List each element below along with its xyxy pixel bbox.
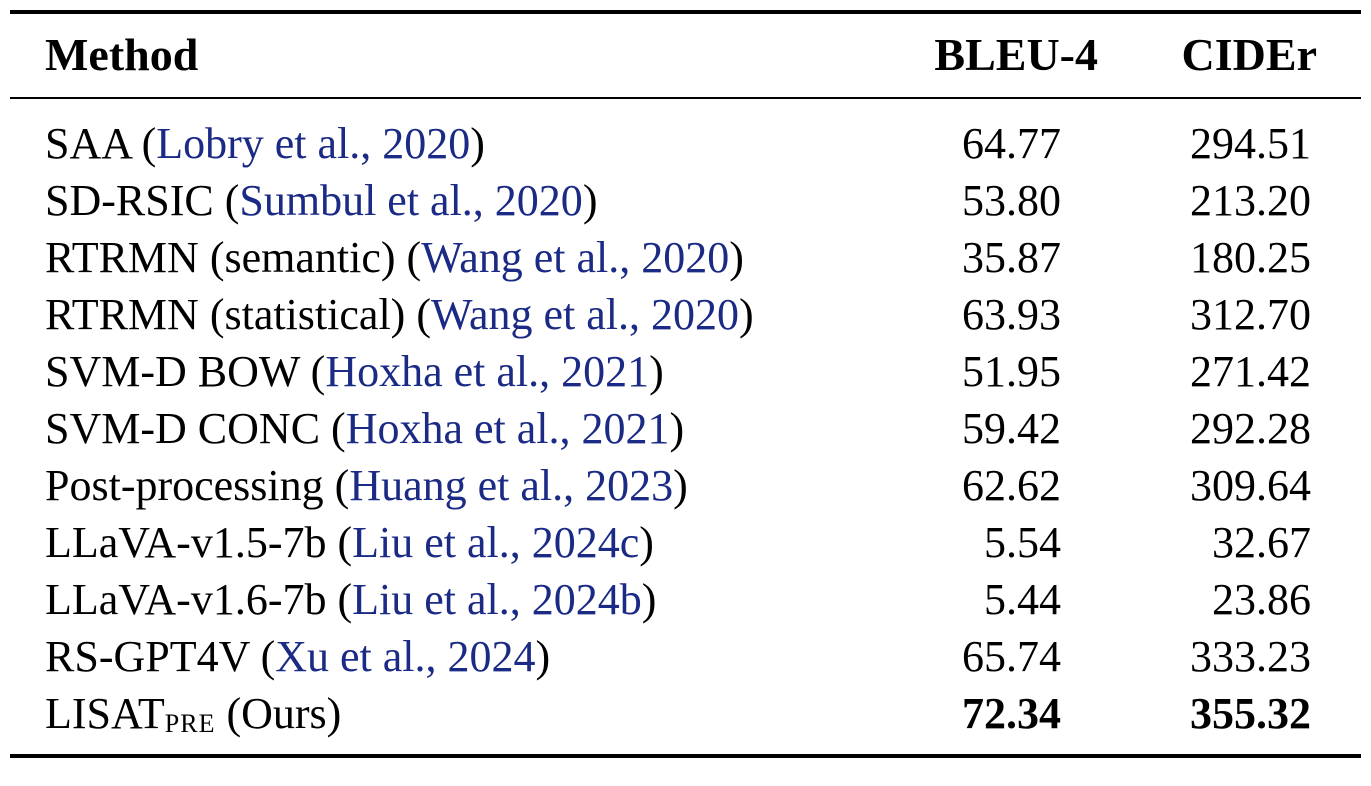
- method-name: SD-RSIC: [45, 176, 214, 225]
- table-row-ours: LISATPRE (Ours) 72.34 355.32: [0, 685, 1371, 742]
- table-row: SD-RSIC (Sumbul et al., 2020) 53.80 213.20: [0, 172, 1371, 229]
- bleu4-cell: 59.42: [962, 404, 1061, 453]
- table-row: LLaVA-v1.5-7b (Liu et al., 2024c) 5.54 32.…: [0, 514, 1371, 571]
- table-row: Post-processing (Huang et al., 2023) 62.6…: [0, 457, 1371, 514]
- top-rule: [10, 10, 1361, 14]
- method-subscript: PRE: [164, 709, 216, 738]
- cider-cell: 333.23: [1190, 632, 1311, 681]
- method-cell: SVM-D CONC (Hoxha et al., 2021): [45, 404, 685, 453]
- bleu4-cell: 5.44: [984, 575, 1061, 624]
- method-name: RTRMN (statistical): [45, 290, 406, 339]
- method-name: SAA: [45, 119, 131, 168]
- bleu4-cell: 35.87: [962, 233, 1061, 282]
- method-name: LLaVA-v1.5-7b: [45, 518, 327, 567]
- method-name: LLaVA-v1.6-7b: [45, 575, 327, 624]
- table-row: SVM-D BOW (Hoxha et al., 2021) 51.95 271.4…: [0, 343, 1371, 400]
- method-cell: Post-processing (Huang et al., 2023): [45, 461, 688, 510]
- table-row: RTRMN (statistical) (Wang et al., 2020) 6…: [0, 286, 1371, 343]
- method-name: Post-processing: [45, 461, 324, 510]
- cider-cell: 312.70: [1190, 290, 1311, 339]
- method-suffix: (Ours): [226, 689, 342, 738]
- method-cell: LLaVA-v1.6-7b (Liu et al., 2024b): [45, 575, 657, 624]
- header-rule: [10, 97, 1361, 99]
- method-cell: RTRMN (semantic) (Wang et al., 2020): [45, 233, 744, 282]
- bottom-rule: [10, 754, 1361, 758]
- bleu4-cell: 5.54: [984, 518, 1061, 567]
- method-name: SVM-D BOW: [45, 347, 300, 396]
- cider-cell: 294.51: [1190, 119, 1311, 168]
- citation-link[interactable]: Hoxha et al., 2021: [345, 404, 670, 453]
- table-row: RS-GPT4V (Xu et al., 2024) 65.74 333.23: [0, 628, 1371, 685]
- citation-link[interactable]: Wang et al., 2020: [421, 233, 730, 282]
- citation-link[interactable]: Huang et al., 2023: [349, 461, 674, 510]
- citation-link[interactable]: Hoxha et al., 2021: [325, 347, 650, 396]
- table-row: RTRMN (semantic) (Wang et al., 2020) 35.8…: [0, 229, 1371, 286]
- citation-link[interactable]: Liu et al., 2024c: [352, 518, 640, 567]
- method-cell: SVM-D BOW (Hoxha et al., 2021): [45, 347, 664, 396]
- method-cell: LLaVA-v1.5-7b (Liu et al., 2024c): [45, 518, 654, 567]
- table-row: LLaVA-v1.6-7b (Liu et al., 2024b) 5.44 23.…: [0, 571, 1371, 628]
- bleu4-cell: 72.34: [962, 689, 1061, 738]
- header-method: Method: [45, 29, 199, 80]
- cider-cell: 355.32: [1190, 689, 1311, 738]
- method-name: LISAT: [45, 689, 165, 738]
- header-bleu4: BLEU-4: [934, 29, 1098, 80]
- cider-cell: 213.20: [1190, 176, 1311, 225]
- bleu4-cell: 64.77: [962, 119, 1061, 168]
- method-cell: RTRMN (statistical) (Wang et al., 2020): [45, 290, 754, 339]
- citation-link[interactable]: Xu et al., 2024: [275, 632, 536, 681]
- table-header: Method BLEU-4 CIDEr: [0, 22, 1371, 88]
- bleu4-cell: 65.74: [962, 632, 1061, 681]
- bleu4-cell: 53.80: [962, 176, 1061, 225]
- table-row: SVM-D CONC (Hoxha et al., 2021) 59.42 292.…: [0, 400, 1371, 457]
- cider-cell: 271.42: [1190, 347, 1311, 396]
- table-row: SAA (Lobry et al., 2020) 64.77 294.51: [0, 115, 1371, 172]
- cider-cell: 180.25: [1190, 233, 1311, 282]
- bleu4-cell: 62.62: [962, 461, 1061, 510]
- method-cell: SAA (Lobry et al., 2020): [45, 119, 485, 168]
- bleu4-cell: 63.93: [962, 290, 1061, 339]
- cider-cell: 32.67: [1212, 518, 1311, 567]
- method-cell: SD-RSIC (Sumbul et al., 2020): [45, 176, 598, 225]
- citation-link[interactable]: Liu et al., 2024b: [352, 575, 642, 624]
- method-cell: LISATPRE (Ours): [45, 685, 341, 752]
- cider-cell: 292.28: [1190, 404, 1311, 453]
- cider-cell: 309.64: [1190, 461, 1311, 510]
- method-name: RTRMN (semantic): [45, 233, 396, 282]
- citation-link[interactable]: Wang et al., 2020: [430, 290, 740, 339]
- citation-link[interactable]: Sumbul et al., 2020: [239, 176, 583, 225]
- method-cell: RS-GPT4V (Xu et al., 2024): [45, 632, 551, 681]
- bleu4-cell: 51.95: [962, 347, 1061, 396]
- citation-link[interactable]: Lobry et al., 2020: [156, 119, 471, 168]
- header-cider: CIDEr: [1181, 29, 1317, 80]
- cider-cell: 23.86: [1212, 575, 1311, 624]
- method-name: SVM-D CONC: [45, 404, 321, 453]
- method-name: RS-GPT4V: [45, 632, 250, 681]
